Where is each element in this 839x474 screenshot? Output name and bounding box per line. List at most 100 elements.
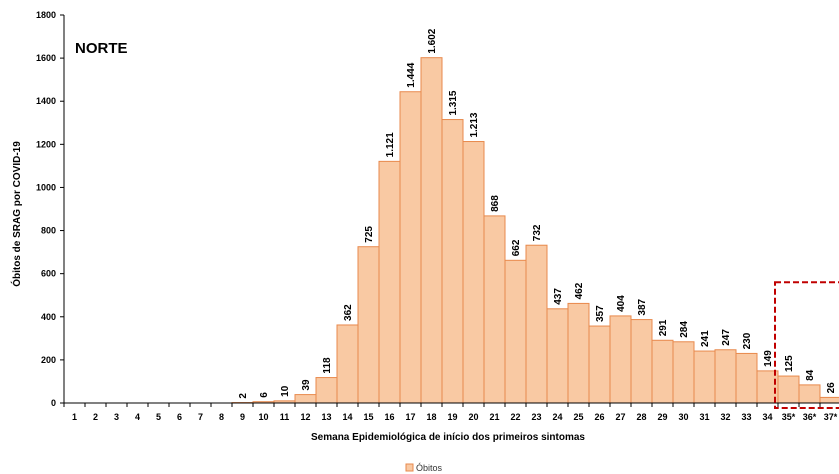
data-label: 2: [238, 393, 249, 399]
bar: [588, 325, 611, 404]
bar: [798, 384, 821, 404]
x-tick-label: 36*: [803, 412, 817, 422]
x-tick-label: 26: [594, 412, 604, 422]
x-tick-label: 6: [177, 412, 182, 422]
data-label: 118: [322, 357, 333, 374]
data-label: 241: [700, 330, 711, 347]
y-axis: 0 200 400 600 800 1000 1200 1400 1600 1800: [36, 10, 65, 408]
bar: [525, 244, 548, 404]
data-labels: 2 6 10391183627251.1211.4441.6021.3151.213…: [238, 28, 837, 399]
bar: [315, 377, 338, 404]
bar: [546, 308, 569, 404]
x-tick-label: 28: [636, 412, 646, 422]
x-axis: 1 2 3 4 5 6 7 8 9 10 11 12 13 14 15 16 17 18 19 20 21 22 23 24 2…: [63, 402, 839, 422]
bar: [609, 315, 632, 404]
x-tick-label: 7: [198, 412, 203, 422]
x-tick-label: 31: [699, 412, 709, 422]
bar: [672, 341, 695, 404]
data-label: 6: [259, 392, 270, 398]
data-label: 725: [364, 226, 375, 243]
bar: [420, 57, 443, 404]
x-tick-label: 10: [258, 412, 268, 422]
x-tick-label: 34: [762, 412, 772, 422]
data-label: 84: [805, 369, 816, 381]
data-label: 39: [301, 379, 312, 391]
bar: [294, 394, 317, 404]
x-tick-label: 29: [657, 412, 667, 422]
data-label: 1.444: [406, 62, 417, 87]
data-label: 362: [343, 304, 354, 321]
data-label: 662: [511, 239, 522, 256]
data-label: 247: [721, 329, 732, 346]
bar: [462, 141, 485, 404]
y-tick-label: 1800: [36, 10, 56, 20]
data-label: 284: [679, 321, 690, 338]
data-label: 387: [637, 298, 648, 315]
y-tick-label: 400: [41, 312, 56, 322]
x-tick-label: 22: [510, 412, 520, 422]
x-tick-label: 14: [342, 412, 352, 422]
x-tick-label: 3: [114, 412, 119, 422]
x-tick-label: 1: [72, 412, 77, 422]
x-tick-label: 18: [426, 412, 436, 422]
x-tick-label: 19: [447, 412, 457, 422]
bar: [399, 91, 422, 404]
x-tick-label: 20: [468, 412, 478, 422]
data-label: 1.213: [469, 112, 480, 137]
bar: [714, 349, 737, 404]
legend-swatch: [405, 463, 414, 472]
bars: [231, 57, 839, 404]
bar: [441, 119, 464, 404]
y-tick-label: 1200: [36, 139, 56, 149]
x-tick-label: 8: [219, 412, 224, 422]
legend: Óbitos: [405, 463, 443, 473]
x-tick-label: 11: [280, 412, 290, 422]
x-tick-label: 25: [573, 412, 583, 422]
data-label: 1.602: [427, 28, 438, 53]
data-label: 125: [784, 355, 795, 372]
bar: [357, 246, 380, 404]
data-label: 1.121: [385, 132, 396, 157]
y-tick-label: 600: [41, 269, 56, 279]
highlight-box: [774, 281, 839, 409]
bar: [567, 302, 590, 404]
bar: [693, 350, 716, 404]
data-label: 149: [763, 350, 774, 367]
y-tick-label: 0: [51, 398, 56, 408]
x-tick-label: 24: [552, 412, 562, 422]
bar: [504, 259, 527, 404]
x-tick-label: 21: [489, 412, 499, 422]
x-tick-label: 12: [300, 412, 310, 422]
bar: [651, 339, 674, 404]
data-label: 26: [826, 382, 837, 394]
data-label: 404: [616, 295, 627, 312]
x-tick-label: 5: [156, 412, 161, 422]
x-tick-label: 9: [240, 412, 245, 422]
data-label: 230: [742, 332, 753, 349]
x-tick-label: 32: [720, 412, 730, 422]
data-label: 868: [490, 195, 501, 212]
y-tick-label: 200: [41, 355, 56, 365]
x-tick-label: 35*: [782, 412, 796, 422]
y-tick-label: 1600: [36, 53, 56, 63]
x-tick-label: 27: [615, 412, 625, 422]
x-axis-title: Semana Epidemiológica de início dos prim…: [311, 432, 585, 443]
y-tick-label: 1400: [36, 96, 56, 106]
panel-title: NORTE: [75, 40, 128, 57]
data-label: 291: [658, 319, 669, 336]
data-label: 10: [280, 385, 291, 397]
x-tick-label: 30: [678, 412, 688, 422]
bar: [483, 215, 506, 404]
x-tick-label: 2: [93, 412, 98, 422]
data-label: 1.315: [448, 90, 459, 115]
data-label: 357: [595, 305, 606, 322]
y-tick-label: 800: [41, 226, 56, 236]
bar: [777, 375, 800, 404]
bar: [378, 160, 401, 404]
x-tick-label: 13: [321, 412, 331, 422]
x-tick-label: 17: [405, 412, 415, 422]
y-axis-title: Óbitos de SRAG por COVID-19: [10, 141, 23, 287]
x-tick-label: 16: [384, 412, 394, 422]
x-tick-label: 23: [531, 412, 541, 422]
